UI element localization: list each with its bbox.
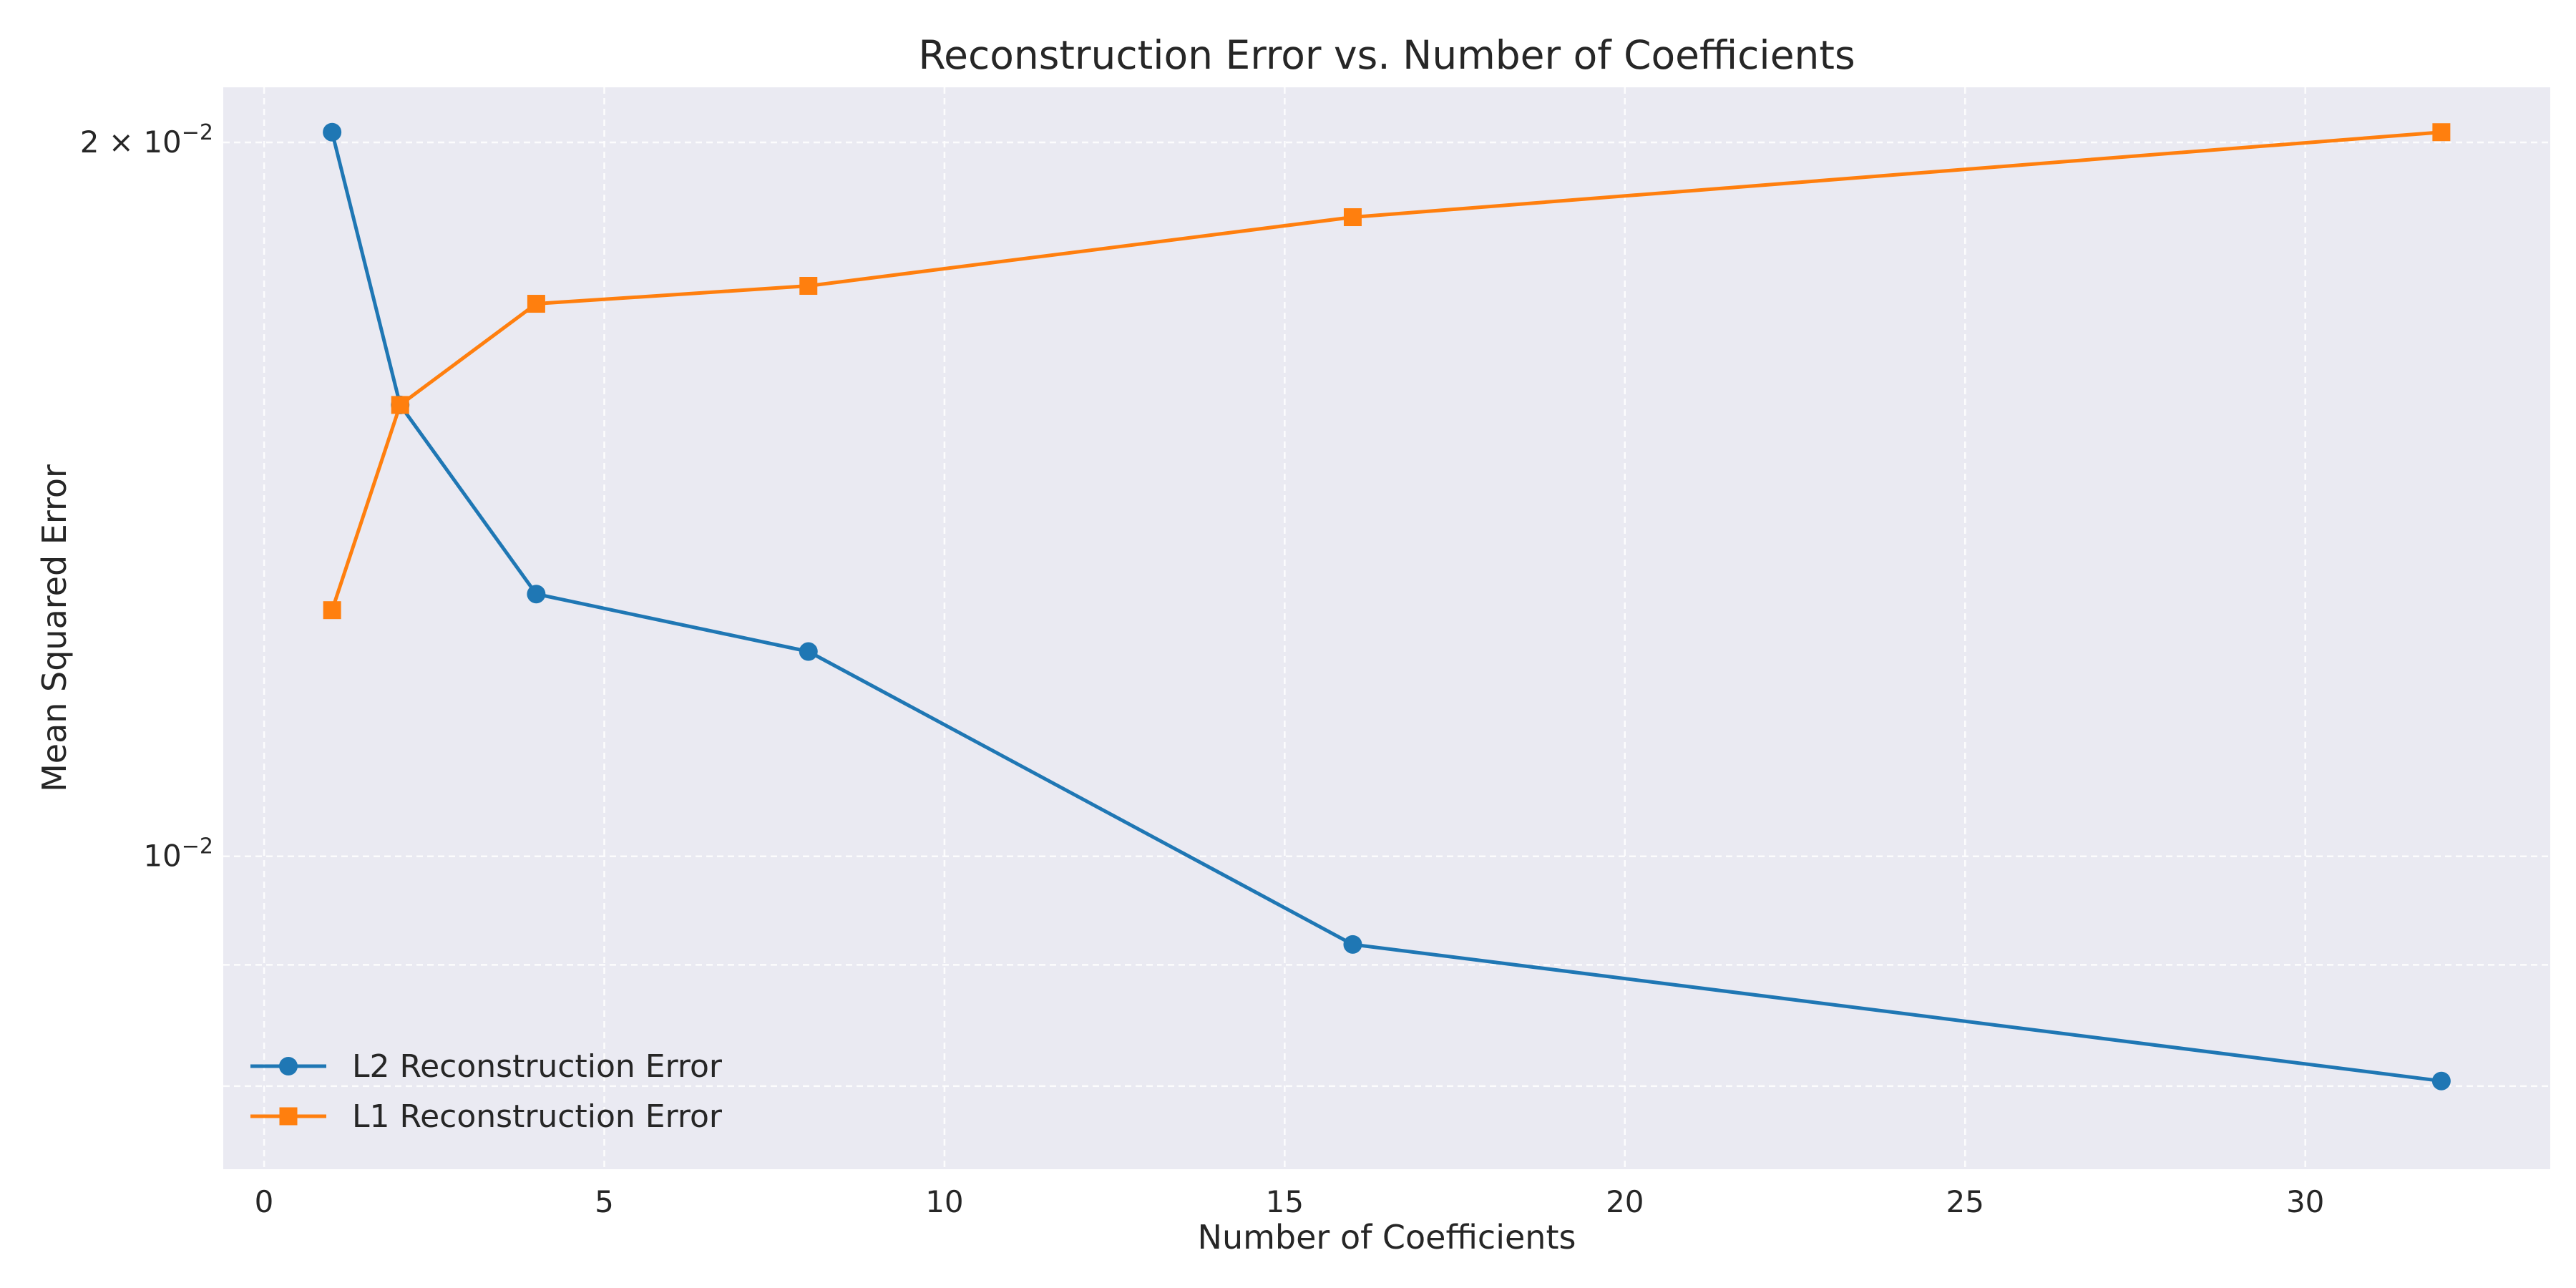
l1-data-point — [1343, 208, 1362, 227]
y-tick-label: 2 × 10−2 — [80, 120, 213, 160]
x-tick-label: 25 — [1946, 1184, 1984, 1219]
series-layer — [323, 122, 2451, 1091]
l2-data-point — [323, 122, 342, 142]
legend-l2-marker — [279, 1057, 298, 1075]
l2-series-line — [330, 132, 2442, 1083]
l2-data-point — [799, 642, 818, 661]
x-axis-title: Number of Coefficients — [1198, 1218, 1576, 1257]
legend-l2-label: L2 Reconstruction Error — [352, 1048, 723, 1085]
y-tick-label: 10−2 — [143, 834, 213, 874]
l1-data-point — [323, 601, 341, 620]
l1-data-point — [2432, 123, 2451, 142]
y-axis-title: Mean Squared Error — [35, 464, 74, 792]
l2-data-point — [527, 585, 546, 604]
legend: L2 Reconstruction Error L1 Reconstruction… — [250, 1048, 723, 1135]
l1-data-point — [391, 396, 409, 414]
l2-data-point — [2431, 1071, 2451, 1091]
l1-data-point — [799, 277, 818, 296]
tick-labels: 0 5 10 15 20 25 30 10−2 2 × 10−2 — [80, 120, 2325, 1219]
x-tick-label: 20 — [1606, 1184, 1644, 1219]
x-tick-label: 0 — [255, 1184, 274, 1219]
l2-data-point — [1343, 935, 1362, 954]
x-tick-label: 10 — [925, 1184, 963, 1219]
l1-data-point — [527, 295, 545, 313]
chart-title: Reconstruction Error vs. Number of Coeff… — [918, 32, 1855, 78]
x-tick-label: 5 — [595, 1184, 614, 1219]
x-tick-label: 15 — [1266, 1184, 1304, 1219]
legend-l1-label: L1 Reconstruction Error — [352, 1098, 723, 1135]
plot-area — [223, 87, 2550, 1169]
l1-series-line — [330, 130, 2442, 611]
legend-l1-marker — [279, 1107, 298, 1126]
x-tick-label: 30 — [2286, 1184, 2324, 1219]
grid — [223, 87, 2550, 1169]
